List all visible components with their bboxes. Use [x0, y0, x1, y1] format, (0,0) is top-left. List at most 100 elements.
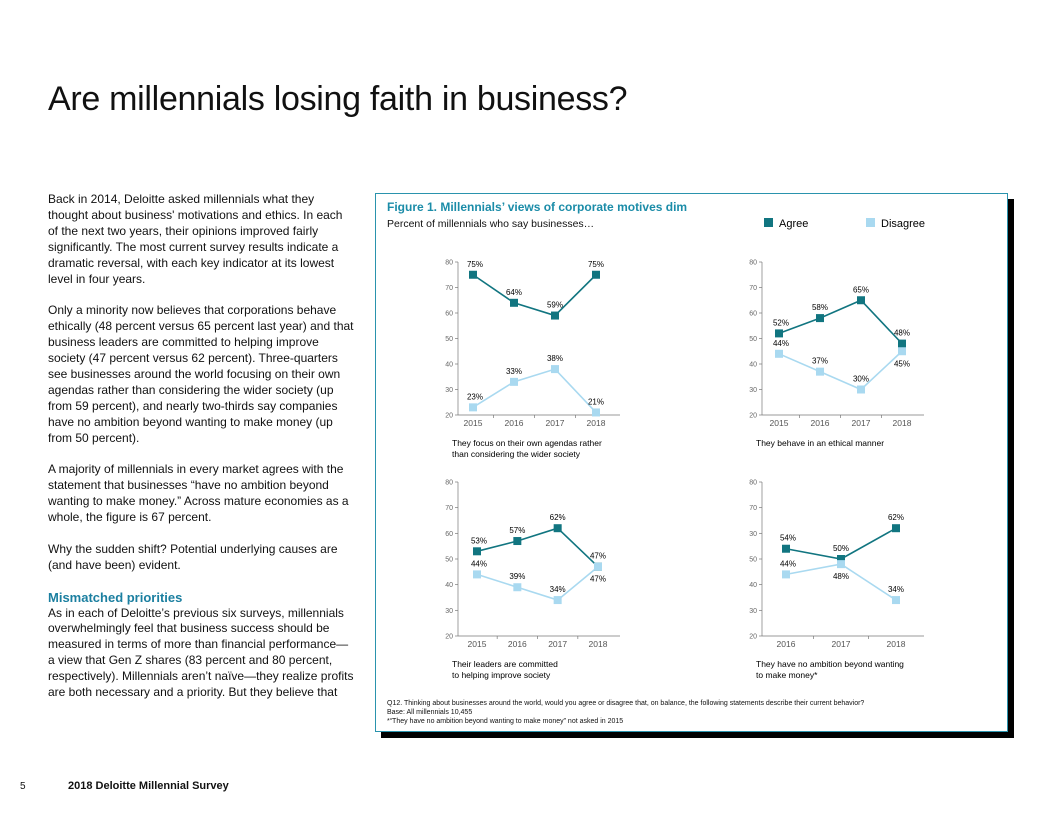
value-label: 44% [780, 559, 796, 568]
y-tick-label: 50 [749, 557, 757, 564]
x-tick-label: 2017 [548, 639, 567, 649]
value-label: 45% [894, 359, 910, 368]
legend-swatch [764, 218, 773, 227]
figure-box [375, 193, 1008, 732]
value-label: 62% [550, 513, 566, 522]
data-point [510, 298, 518, 307]
value-label: 33% [506, 367, 522, 376]
data-point [551, 365, 559, 374]
value-label: 58% [812, 303, 828, 312]
value-label: 34% [888, 585, 904, 594]
y-tick-label: 50 [749, 336, 757, 343]
data-point [857, 385, 865, 394]
x-tick-label: 2016 [505, 418, 524, 428]
y-tick-label: 40 [445, 362, 453, 369]
body-text: Back in 2014, Deloitte asked millennials… [48, 192, 354, 701]
data-point [592, 408, 600, 417]
figure-note: Base: All millennials 10,455 [387, 709, 472, 716]
chart-caption: to helping improve society [452, 670, 551, 680]
data-point [469, 270, 477, 279]
x-tick-label: 2015 [770, 418, 789, 428]
x-tick-label: 2016 [811, 418, 830, 428]
data-point [898, 339, 906, 348]
data-point [816, 314, 824, 323]
series-line [476, 527, 599, 568]
data-point [473, 547, 481, 556]
y-tick-label: 30 [445, 387, 453, 394]
data-point [837, 555, 845, 563]
y-tick-label: 80 [749, 480, 757, 487]
figure-title: Figure 1. Millennials’ views of corporat… [387, 200, 687, 214]
data-point [775, 329, 783, 338]
y-tick-label: 50 [445, 557, 453, 564]
value-label: 59% [547, 301, 563, 310]
y-tick-label: 30 [749, 387, 757, 394]
y-tick-label: 30 [445, 608, 453, 615]
paragraph: Only a minority now believes that corpor… [48, 303, 354, 445]
y-tick-label: 60 [445, 531, 453, 538]
paragraph: Why the sudden shift? Potential underlyi… [48, 541, 338, 572]
x-tick-label: 2016 [508, 639, 527, 649]
value-label: 64% [506, 288, 522, 297]
x-tick-label: 2018 [589, 639, 608, 649]
series-line [472, 368, 597, 413]
value-label: 48% [833, 572, 849, 581]
value-label: 30% [853, 375, 869, 384]
publication-name: 2018 Deloitte Millennial Survey [68, 780, 229, 792]
y-tick-label: 20 [445, 634, 453, 641]
chart-caption: to make money* [756, 670, 818, 680]
x-tick-label: 2015 [468, 639, 487, 649]
x-tick-label: 2017 [832, 639, 851, 649]
figure-note: Q12. Thinking about businesses around th… [387, 700, 864, 707]
value-label: 54% [780, 534, 796, 543]
series-line [472, 274, 597, 317]
value-label: 37% [812, 357, 828, 366]
value-label: 47% [590, 575, 606, 584]
value-label: 44% [773, 339, 789, 348]
legend-swatch [866, 218, 875, 227]
value-label: 57% [509, 526, 525, 535]
value-label: 65% [853, 285, 869, 294]
data-point [775, 349, 783, 358]
y-tick-label: 50 [445, 336, 453, 343]
data-point [816, 367, 824, 376]
chart-caption: Their leaders are committed [452, 659, 558, 669]
data-point [898, 347, 906, 356]
paragraph: Back in 2014, Deloitte asked millennials… [48, 192, 343, 286]
series-line [476, 566, 599, 601]
series-line [778, 350, 903, 391]
data-point [513, 583, 522, 592]
x-tick-label: 2017 [852, 418, 871, 428]
y-tick-label: 20 [749, 413, 757, 420]
y-tick-label: 70 [445, 505, 453, 512]
y-tick-label: 80 [445, 480, 453, 487]
value-label: 34% [550, 585, 566, 594]
value-label: 39% [509, 572, 525, 581]
y-tick-label: 20 [445, 413, 453, 420]
y-tick-label: 20 [749, 634, 757, 641]
y-tick-label: 70 [749, 285, 757, 292]
chart-caption: They behave in an ethical manner [756, 438, 884, 448]
data-point [594, 562, 602, 571]
y-tick-label: 40 [445, 582, 453, 589]
y-tick-label: 40 [749, 362, 757, 369]
data-point [469, 403, 477, 412]
data-point [510, 377, 518, 386]
data-point [857, 296, 865, 305]
figure-note: *“They have no ambition beyond wanting t… [387, 718, 623, 725]
value-label: 53% [471, 536, 487, 545]
x-tick-label: 2015 [464, 418, 483, 428]
value-label: 52% [773, 318, 789, 327]
x-tick-label: 2016 [777, 639, 796, 649]
value-label: 48% [894, 329, 910, 338]
y-tick-label: 40 [749, 582, 757, 589]
x-tick-label: 2017 [546, 418, 565, 428]
page-title: Are millennials losing faith in business… [48, 80, 628, 118]
y-tick-label: 70 [749, 505, 757, 512]
series-line [785, 563, 897, 601]
data-point [473, 570, 481, 579]
y-tick-label: 30 [749, 531, 757, 538]
series-line [778, 299, 903, 345]
legend-label: Agree [779, 218, 808, 230]
